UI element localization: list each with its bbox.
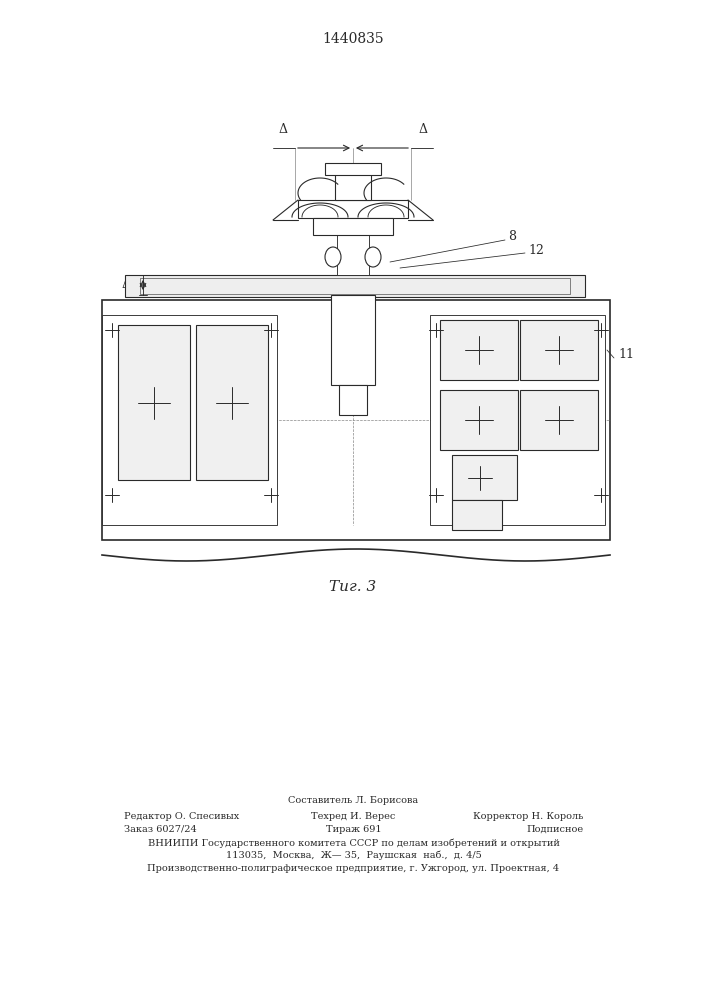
Text: Δ: Δ <box>419 123 428 136</box>
Bar <box>331 295 375 385</box>
Text: Подписное: Подписное <box>526 825 583 834</box>
Bar <box>298 200 408 218</box>
Bar <box>140 278 570 294</box>
Bar <box>325 163 381 175</box>
Text: Техред И. Верес: Техред И. Верес <box>311 812 396 821</box>
Ellipse shape <box>365 247 381 267</box>
Ellipse shape <box>325 247 341 267</box>
Text: Τиг. 3: Τиг. 3 <box>329 580 377 594</box>
Bar <box>196 325 268 480</box>
Bar <box>520 390 598 450</box>
Bar <box>452 500 502 530</box>
Text: 113035,  Москва,  Ж— 35,  Раушская  наб.,  д. 4/5: 113035, Москва, Ж— 35, Раушская наб., д.… <box>226 851 481 860</box>
Text: 11: 11 <box>618 349 634 361</box>
Bar <box>440 390 518 450</box>
Bar <box>337 235 369 275</box>
Text: 12: 12 <box>528 243 544 256</box>
Bar <box>520 320 598 380</box>
Text: ВНИИПИ Государственного комитета СССР по делам изобретений и открытий: ВНИИПИ Государственного комитета СССР по… <box>148 838 559 848</box>
Bar <box>118 325 190 480</box>
Text: Корректор Н. Король: Корректор Н. Король <box>473 812 583 821</box>
Text: Δ: Δ <box>279 123 288 136</box>
Bar <box>102 300 610 540</box>
Bar <box>430 315 605 525</box>
Bar <box>452 455 517 500</box>
Bar <box>335 165 371 200</box>
Text: 8: 8 <box>508 231 516 243</box>
Bar <box>102 315 277 525</box>
Text: Редактор О. Спесивых: Редактор О. Спесивых <box>124 812 239 821</box>
Text: Производственно-полиграфическое предприятие, г. Ужгород, ул. Проектная, 4: Производственно-полиграфическое предприя… <box>148 864 559 873</box>
Text: 1440835: 1440835 <box>322 32 384 46</box>
Bar <box>339 385 367 415</box>
Text: Заказ 6027/24: Заказ 6027/24 <box>124 825 197 834</box>
Text: Δ: Δ <box>122 278 131 292</box>
Text: Составитель Л. Борисова: Составитель Л. Борисова <box>288 796 419 805</box>
Bar <box>313 218 393 235</box>
Text: Тираж 691: Тираж 691 <box>326 825 381 834</box>
Bar <box>440 320 518 380</box>
Bar <box>125 275 585 297</box>
